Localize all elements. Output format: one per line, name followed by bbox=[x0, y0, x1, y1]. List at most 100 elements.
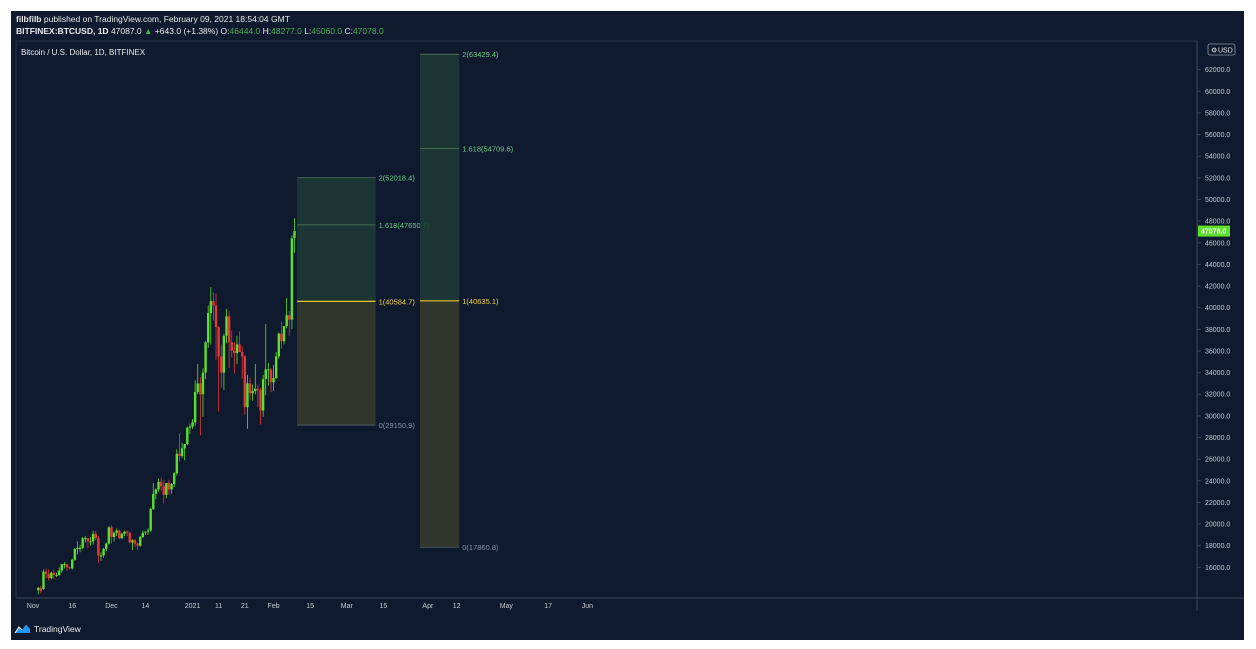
candle-body bbox=[141, 532, 145, 538]
brand-label: TradingView bbox=[34, 623, 81, 634]
candle-body bbox=[128, 532, 131, 543]
x-tick-label: 21 bbox=[241, 603, 249, 610]
tradingview-logo-icon bbox=[14, 624, 30, 634]
candle-body bbox=[293, 231, 296, 238]
candle-body bbox=[76, 547, 79, 549]
candle-body bbox=[180, 448, 184, 456]
candle bbox=[89, 537, 92, 546]
candle bbox=[44, 568, 48, 579]
candle bbox=[63, 561, 66, 569]
y-tick-label: 58000.0 bbox=[1205, 110, 1230, 117]
candle-body bbox=[37, 587, 40, 591]
candle bbox=[128, 531, 131, 544]
candle bbox=[110, 525, 113, 544]
candle bbox=[225, 308, 228, 344]
candle-body bbox=[50, 572, 53, 579]
y-tick-label: 32000.0 bbox=[1205, 392, 1230, 399]
candle bbox=[105, 542, 108, 552]
candle-body bbox=[133, 540, 137, 544]
candle bbox=[230, 330, 233, 358]
open-value: 46444.0 bbox=[229, 26, 261, 36]
candle-body bbox=[212, 301, 215, 306]
candle bbox=[264, 323, 267, 396]
ohlc-legend: BITFINEX:BTCUSD, 1D 47087.0 ▲ +643.0 (+1… bbox=[16, 26, 384, 36]
candle-body bbox=[65, 564, 69, 568]
candle bbox=[68, 566, 71, 570]
candle-body bbox=[230, 342, 233, 351]
x-tick-label: Apr bbox=[422, 603, 434, 610]
candle bbox=[118, 529, 121, 540]
y-tick-label: 24000.0 bbox=[1205, 478, 1230, 485]
candle bbox=[272, 365, 275, 391]
currency-selector[interactable]: ⚙ USD bbox=[1207, 43, 1236, 56]
candle-body bbox=[233, 350, 236, 354]
candle-body bbox=[196, 383, 199, 393]
candle bbox=[175, 449, 179, 476]
x-axis: Nov 16 Dec 14 2021 11 21 Feb 15 Mar 15 Apr 12 May 17 Ju… bbox=[27, 603, 593, 610]
candle bbox=[112, 531, 116, 542]
y-tick-label: 18000.0 bbox=[1205, 543, 1230, 550]
footer-brand[interactable]: TradingView bbox=[14, 623, 81, 634]
candle bbox=[60, 564, 63, 573]
candle bbox=[269, 368, 273, 393]
candle bbox=[170, 482, 173, 494]
candle bbox=[288, 310, 291, 336]
y-tick-label: 50000.0 bbox=[1205, 197, 1230, 204]
candle bbox=[115, 528, 118, 536]
candle-body bbox=[60, 564, 63, 571]
x-tick-label: 17 bbox=[544, 603, 552, 610]
x-tick-label: 15 bbox=[380, 603, 388, 610]
candle bbox=[76, 541, 79, 555]
candle-body bbox=[191, 422, 194, 427]
y-tick-label: 52000.0 bbox=[1205, 175, 1230, 182]
y-tick-label: 56000.0 bbox=[1205, 132, 1230, 139]
candle bbox=[186, 426, 189, 446]
candle bbox=[214, 293, 218, 360]
candle-body bbox=[225, 316, 228, 336]
candle-body bbox=[261, 379, 265, 411]
chart-title: Bitcoin / U.S. Dollar, 1D, BITFINEX bbox=[21, 48, 146, 57]
y-tick-label: 44000.0 bbox=[1205, 262, 1230, 269]
y-tick-label: 20000.0 bbox=[1205, 522, 1230, 529]
candle bbox=[73, 547, 77, 561]
candle-body bbox=[102, 548, 105, 556]
candle-body bbox=[139, 537, 142, 546]
publisher-username[interactable]: filbfilb bbox=[16, 14, 42, 24]
candle-body bbox=[81, 538, 84, 548]
candle bbox=[233, 342, 236, 374]
candle bbox=[144, 531, 147, 535]
candle-body bbox=[52, 572, 56, 575]
plot-area bbox=[15, 40, 1198, 599]
candle-body bbox=[159, 481, 163, 487]
candle-body bbox=[57, 570, 61, 575]
fib-level-label: 1.618(47650.7) bbox=[379, 221, 430, 230]
y-tick-label: 62000.0 bbox=[1205, 67, 1230, 74]
chart-frame: filbfilb published on TradingView.com, F… bbox=[11, 11, 1244, 640]
candle bbox=[212, 292, 215, 321]
candle-body bbox=[220, 356, 223, 373]
y-tick-label: 54000.0 bbox=[1205, 154, 1230, 161]
candle bbox=[180, 442, 184, 459]
candle-body bbox=[288, 315, 291, 320]
fib-level-label: 2(63429.4) bbox=[462, 50, 499, 59]
fib-level-label: 1(40635.1) bbox=[462, 297, 499, 306]
candle bbox=[282, 326, 286, 345]
candle bbox=[131, 539, 134, 551]
candle bbox=[243, 355, 247, 415]
y-tick-label: 22000.0 bbox=[1205, 500, 1230, 507]
y-tick-label: 28000.0 bbox=[1205, 435, 1230, 442]
candle-body bbox=[78, 547, 82, 549]
candle bbox=[209, 287, 213, 345]
candlestick-chart[interactable]: Bitcoin / U.S. Dollar, 1D, BITFINEX 2(52… bbox=[11, 11, 1244, 623]
candle-body bbox=[188, 426, 192, 428]
candle bbox=[290, 235, 294, 330]
candle-body bbox=[112, 532, 116, 538]
candle-body bbox=[175, 453, 179, 474]
x-tick-label: 2021 bbox=[185, 603, 201, 610]
candle-body bbox=[280, 333, 283, 342]
x-tick-label: 12 bbox=[453, 603, 461, 610]
candle bbox=[196, 363, 199, 395]
candle bbox=[201, 368, 205, 417]
candle-body bbox=[282, 326, 286, 342]
candle bbox=[91, 530, 95, 545]
